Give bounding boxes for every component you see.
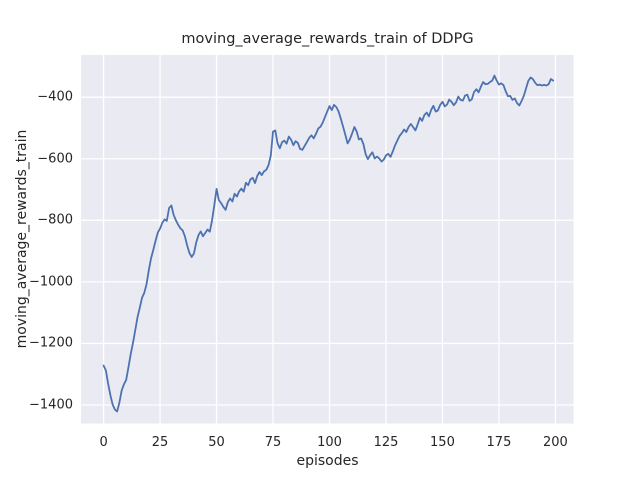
y-tick-label: −400 — [37, 89, 73, 105]
x-axis-label: episodes — [296, 453, 359, 469]
y-axis-label: moving_average_rewards_train — [14, 129, 30, 349]
y-tick-label: −1200 — [29, 335, 73, 351]
x-tick-label: 25 — [151, 435, 169, 450]
chart-title: moving_average_rewards_train of DDPG — [181, 31, 474, 47]
y-tick-label: −1000 — [29, 274, 73, 290]
x-tick-label: 200 — [543, 435, 568, 450]
x-tick-label: 125 — [373, 435, 399, 450]
x-tick-label: 0 — [99, 435, 108, 450]
y-tick-label: −1400 — [29, 397, 73, 413]
x-tick-label: 150 — [430, 435, 455, 450]
series-line-ddpg — [102, 74, 555, 413]
plot-background — [81, 55, 574, 424]
x-tick-label: 75 — [264, 435, 282, 450]
y-tick-label: −600 — [37, 151, 73, 167]
x-tick-label: 100 — [317, 435, 342, 450]
x-tick-label: 50 — [208, 435, 225, 450]
x-tick-label: 175 — [486, 435, 512, 450]
y-tick-label: −800 — [37, 212, 73, 228]
